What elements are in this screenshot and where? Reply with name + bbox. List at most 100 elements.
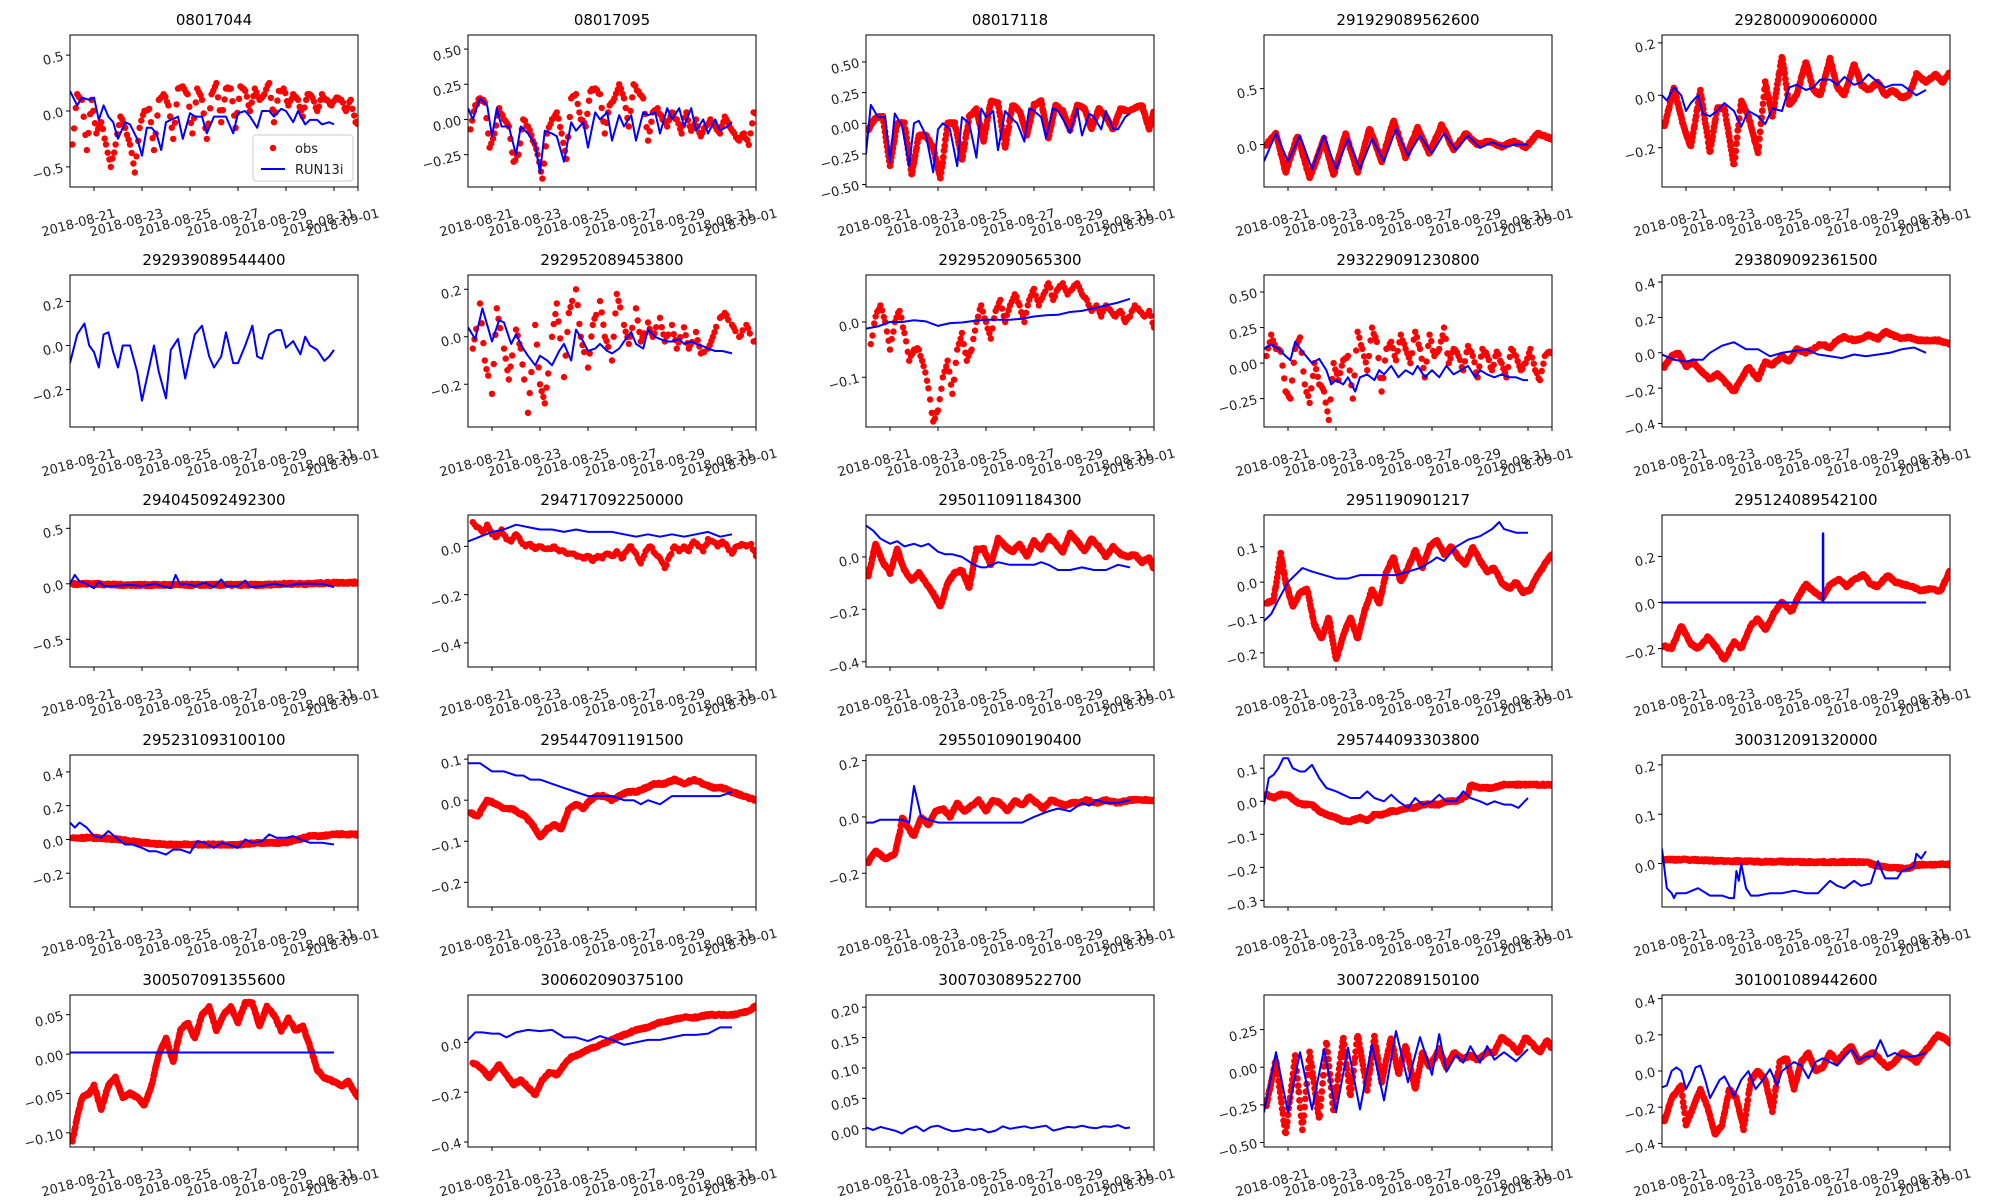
obs-series — [70, 830, 358, 849]
obs-point — [90, 107, 97, 115]
obs-point — [947, 381, 955, 388]
obs-point — [1413, 333, 1421, 341]
subplot: 293809092361500−0.4−0.20.00.20.42018-08-… — [1623, 251, 1973, 480]
obs-point — [711, 329, 718, 336]
obs-point — [1309, 372, 1317, 380]
obs-point — [1016, 302, 1023, 309]
y-tick-label: 0.0 — [1633, 597, 1657, 617]
subplot: 294045092492300−0.50.00.52018-08-212018-… — [31, 491, 381, 720]
obs-point — [572, 90, 580, 98]
obs-point — [1709, 133, 1716, 140]
subplot: 292952089453800−0.20.00.22018-08-212018-… — [429, 251, 779, 480]
y-tick-label: 0.0 — [41, 105, 65, 125]
obs-point — [557, 335, 564, 342]
obs-point — [1437, 338, 1445, 345]
y-tick-label: −0.25 — [819, 148, 861, 173]
obs-series — [1662, 328, 1950, 395]
obs-point — [1018, 309, 1025, 316]
obs-point — [109, 155, 116, 162]
obs-series — [70, 79, 358, 176]
obs-point — [625, 340, 632, 348]
obs-point — [248, 99, 255, 106]
obs-point — [1548, 135, 1552, 143]
obs-point — [481, 357, 488, 364]
obs-point — [901, 119, 908, 127]
obs-point — [946, 368, 953, 375]
obs-point — [680, 324, 688, 331]
obs-point — [72, 104, 80, 112]
y-tick-label: 0.25 — [829, 87, 861, 109]
obs-point — [1461, 358, 1469, 365]
obs-point — [1320, 388, 1328, 395]
y-tick-label: −0.4 — [827, 656, 861, 679]
obs-point — [629, 324, 636, 332]
obs-point — [1027, 292, 1035, 300]
obs-point — [740, 130, 748, 137]
obs-point — [1722, 111, 1729, 119]
obs-point — [1288, 377, 1296, 384]
obs-point — [1495, 351, 1502, 358]
obs-point — [979, 308, 987, 315]
obs-point — [617, 304, 624, 311]
obs-point — [664, 123, 671, 130]
obs-point — [565, 309, 572, 317]
obs-point — [214, 94, 222, 101]
obs-point — [111, 149, 118, 156]
obs-point — [902, 338, 910, 345]
obs-point — [553, 300, 560, 307]
obs-point — [960, 340, 967, 348]
obs-point — [636, 328, 643, 336]
obs-point — [648, 118, 655, 125]
obs-point — [246, 107, 254, 115]
obs-point — [310, 98, 318, 105]
obs-point — [581, 348, 588, 356]
obs-point — [869, 332, 876, 339]
y-tick-label: 0.0 — [1633, 347, 1657, 367]
obs-point — [998, 305, 1006, 312]
obs-point — [339, 99, 347, 106]
obs-point — [1306, 399, 1313, 407]
obs-point — [974, 313, 982, 320]
obs-point — [1946, 69, 1950, 77]
obs-point — [746, 330, 753, 337]
obs-point — [1381, 357, 1389, 364]
obs-point — [1527, 345, 1534, 353]
obs-point — [198, 96, 206, 104]
obs-point — [535, 364, 542, 371]
y-tick-label: −0.2 — [1623, 643, 1657, 666]
obs-point — [1759, 100, 1767, 108]
obs-series — [1264, 537, 1552, 663]
model-line-RUN13i — [70, 322, 335, 402]
obs-point — [625, 123, 632, 130]
obs-point — [1731, 154, 1739, 162]
obs-point — [601, 130, 608, 137]
obs-point — [1098, 313, 1105, 320]
obs-point — [1401, 340, 1408, 348]
axes-frame — [69, 274, 359, 428]
obs-point — [1360, 353, 1368, 360]
obs-point — [1756, 128, 1764, 136]
obs-point — [1425, 342, 1432, 350]
obs-point — [1758, 107, 1766, 115]
obs-point — [1420, 364, 1427, 372]
subplot-title: 08017044 — [176, 11, 252, 29]
obs-point — [149, 135, 156, 142]
axes-frame — [865, 34, 1155, 188]
obs-point — [598, 104, 605, 112]
subplot: 295124089542100−0.20.00.22018-08-212018-… — [1623, 491, 1973, 720]
obs-point — [1528, 354, 1536, 361]
obs-point — [1440, 324, 1448, 331]
obs-point — [526, 389, 533, 397]
obs-point — [1118, 310, 1126, 317]
obs-point — [744, 324, 752, 332]
obs-point — [878, 307, 886, 314]
obs-point — [1353, 347, 1360, 354]
obs-point — [70, 141, 76, 148]
obs-point — [1730, 160, 1738, 168]
obs-point — [1330, 359, 1337, 367]
plot-area — [468, 81, 756, 182]
obs-point — [521, 117, 529, 124]
obs-point — [1336, 369, 1344, 377]
legend-obs-marker — [269, 144, 277, 152]
